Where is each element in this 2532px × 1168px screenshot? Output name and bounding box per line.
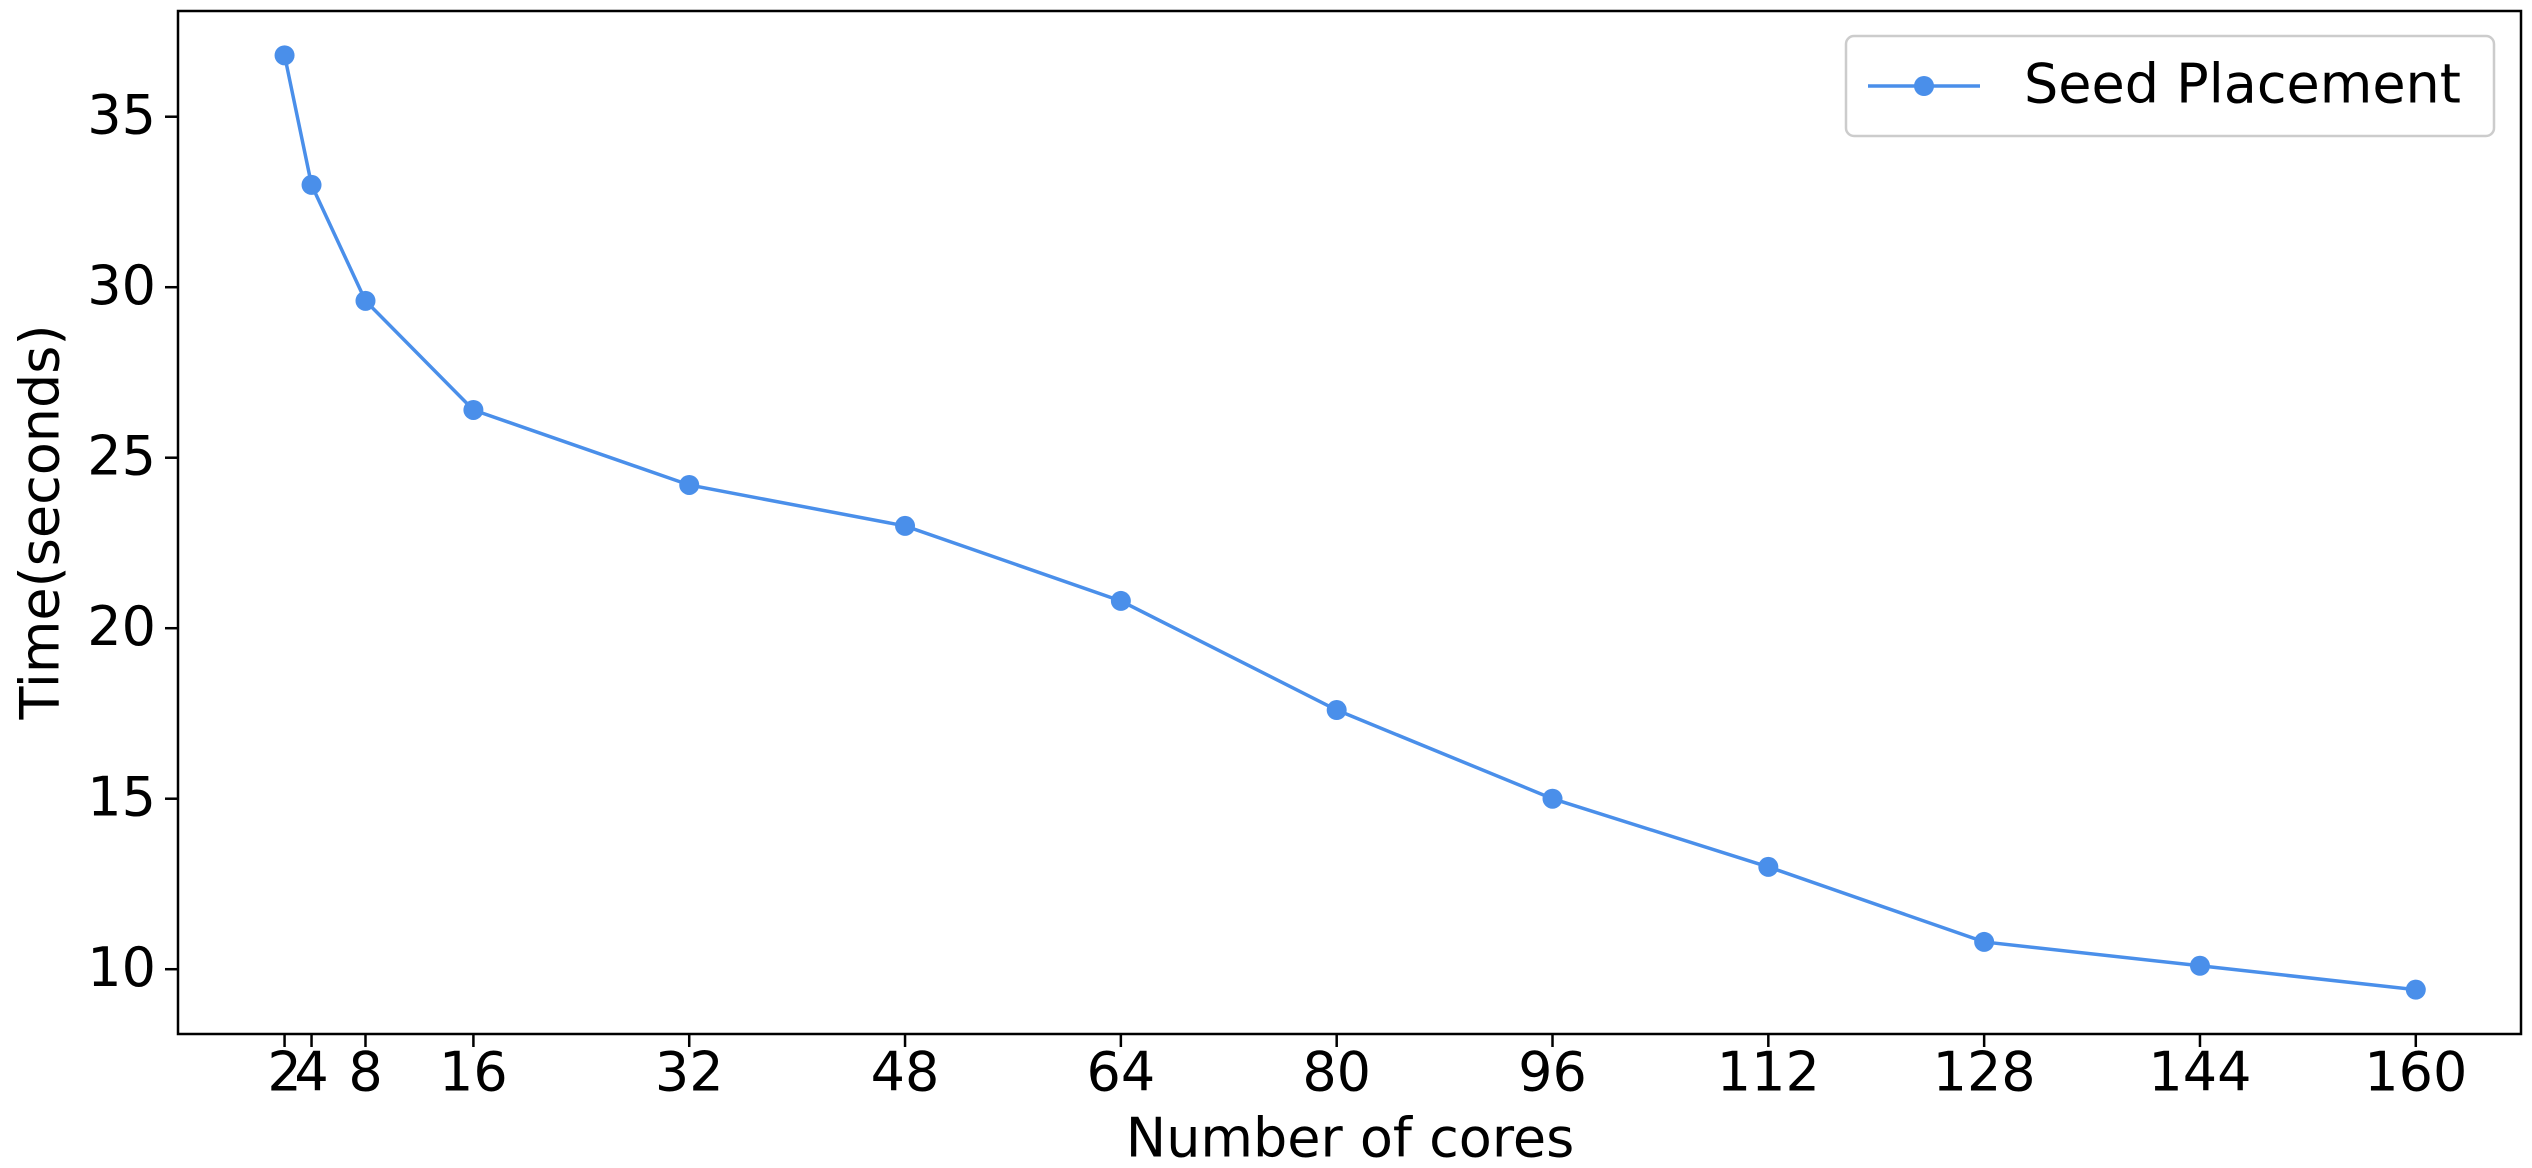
x-tick-label: 128 [1933, 1041, 2036, 1104]
x-tick-label: 2 [267, 1041, 301, 1104]
y-tick-label: 30 [87, 254, 156, 317]
x-tick-label: 112 [1717, 1041, 1820, 1104]
x-tick-label: 80 [1302, 1041, 1371, 1104]
data-point [301, 174, 322, 195]
data-point [463, 399, 484, 420]
plot-frame [176, 9, 2523, 1036]
data-point [2189, 955, 2210, 976]
y-tick-label: 10 [87, 936, 156, 999]
y-axis-label: Time(seconds) [9, 324, 72, 720]
x-tick-label: 32 [655, 1041, 724, 1104]
legend-box [1844, 34, 2496, 138]
data-point [2405, 979, 2426, 1000]
y-tick-label: 25 [87, 424, 156, 487]
x-tick-label: 64 [1087, 1041, 1156, 1104]
data-point [1974, 931, 1995, 952]
y-tick-label: 20 [87, 595, 156, 658]
data-point [679, 474, 700, 495]
x-tick-label: 96 [1518, 1041, 1587, 1104]
x-axis-label: Number of cores [1126, 1107, 1574, 1168]
x-tick-label: 4 [294, 1041, 328, 1104]
data-point [1758, 856, 1779, 877]
data-point [1110, 590, 1131, 611]
data-point [1542, 788, 1563, 809]
data-point [274, 45, 295, 66]
data-point [1326, 700, 1347, 721]
y-tick-label: 35 [87, 83, 156, 146]
data-point [355, 290, 376, 311]
x-tick-label: 16 [439, 1041, 508, 1104]
x-tick-label: 160 [2364, 1041, 2467, 1104]
legend-label: Seed Placement [2024, 53, 2461, 116]
x-tick-label: 8 [348, 1041, 382, 1104]
x-tick-label: 144 [2148, 1041, 2251, 1104]
data-point [895, 515, 916, 536]
x-tick-label: 48 [871, 1041, 940, 1104]
legend-marker [1914, 76, 1934, 96]
series-line [282, 54, 2416, 992]
y-tick-label: 15 [87, 765, 156, 828]
